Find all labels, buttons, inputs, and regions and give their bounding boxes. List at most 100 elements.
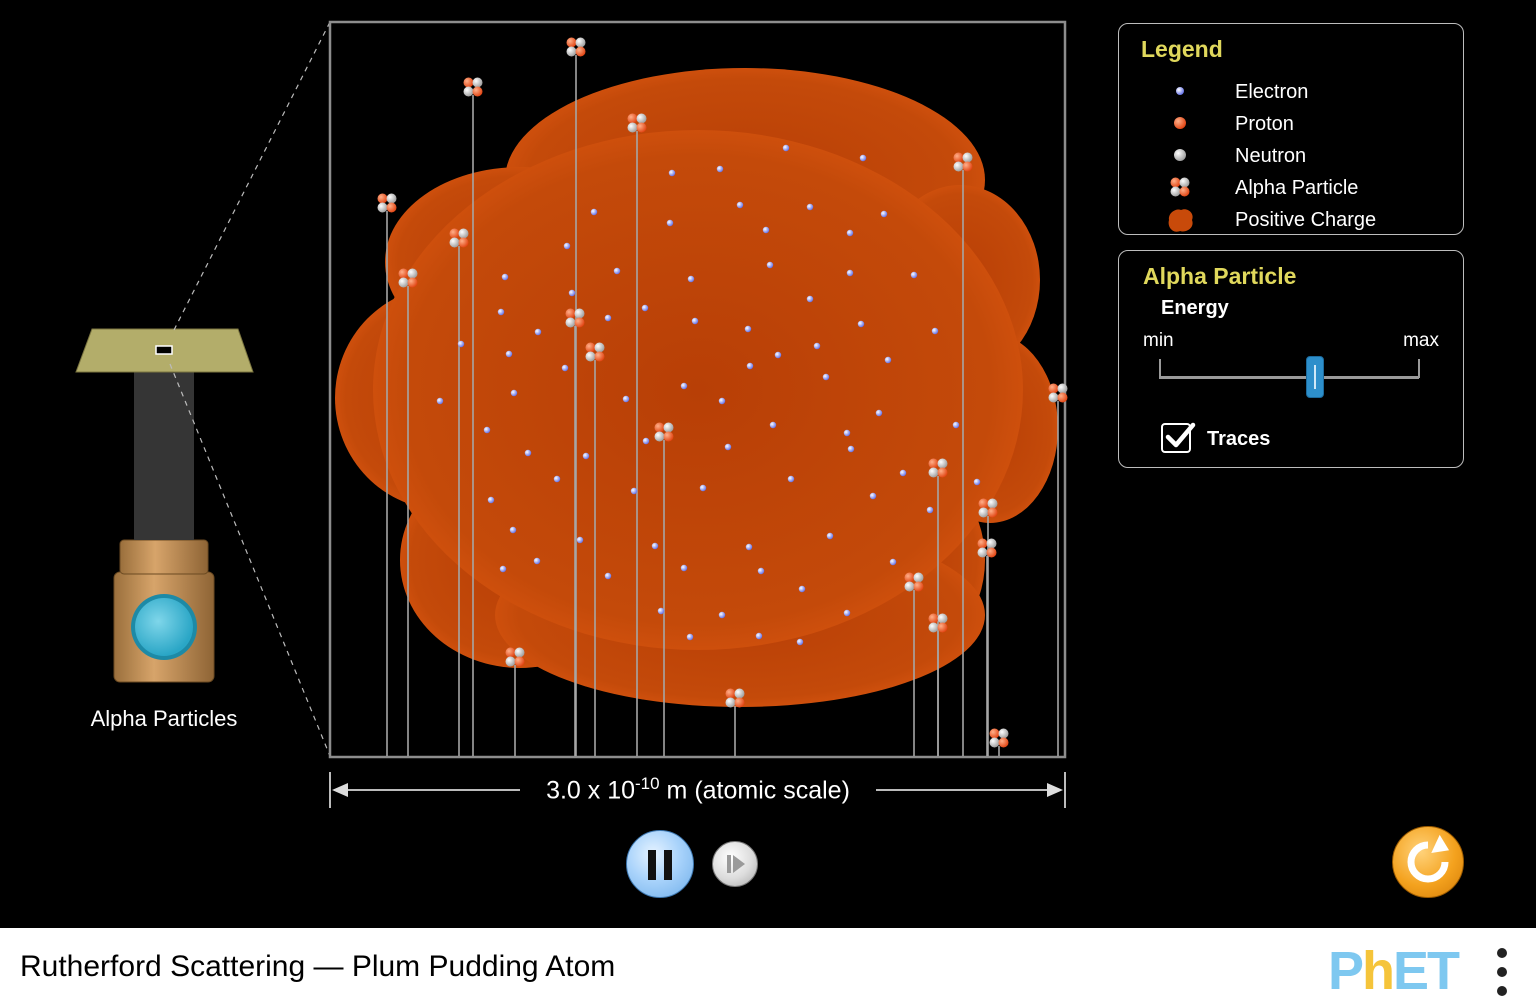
electron [798, 585, 806, 593]
electron [766, 261, 774, 269]
electron [666, 219, 674, 227]
electron [622, 395, 630, 403]
electron [576, 536, 584, 544]
energy-min-label: min [1143, 330, 1174, 351]
step-forward-button[interactable] [712, 841, 758, 887]
electron [691, 317, 699, 325]
phet-menu-button[interactable] [1492, 946, 1512, 998]
energy-slider-track[interactable] [1159, 376, 1419, 379]
electron [680, 564, 688, 572]
electron [869, 492, 877, 500]
legend-panel: Legend Electron Proton Neutron Alpha Par… [1118, 23, 1464, 235]
energy-max-label: max [1403, 330, 1439, 351]
scale-label: 3.0 x 10-10 m (atomic scale) [520, 774, 876, 806]
reset-icon [1407, 834, 1450, 883]
electron [533, 557, 541, 565]
electron [926, 506, 934, 514]
electron [782, 144, 790, 152]
neutron-icon [1174, 149, 1186, 161]
positive-charge-icon [1168, 209, 1193, 232]
alpha-traces [386, 55, 1059, 756]
electrons [436, 144, 981, 646]
electron [875, 409, 883, 417]
electron [716, 165, 724, 173]
proton-icon [1174, 117, 1186, 129]
electron [668, 169, 676, 177]
electron [436, 397, 444, 405]
electron [787, 475, 795, 483]
electron [889, 558, 897, 566]
electron [952, 421, 960, 429]
energy-slider-min-tick [1159, 359, 1161, 378]
electron [604, 314, 612, 322]
electron [718, 397, 726, 405]
electron [899, 469, 907, 477]
electron [680, 382, 688, 390]
electron [973, 478, 981, 486]
traces-checkbox[interactable] [1161, 422, 1196, 453]
electron [568, 289, 576, 297]
simulation-area: Alpha Particles 3.0 x 10-10 m (atomic sc… [75, 20, 1464, 898]
electron [826, 532, 834, 540]
phet-logo[interactable]: PhET [1328, 941, 1460, 1001]
electron [744, 325, 752, 333]
electron [755, 632, 763, 640]
electron [806, 295, 814, 303]
electron [859, 154, 867, 162]
legend-item-proton: Proton [1119, 110, 1459, 140]
electron [563, 242, 571, 250]
electron [509, 526, 517, 534]
electron [796, 638, 804, 646]
electron [510, 389, 518, 397]
electron [590, 208, 598, 216]
electron [582, 452, 590, 460]
electron [843, 609, 851, 617]
electron [857, 320, 865, 328]
electron [884, 356, 892, 364]
electron [699, 484, 707, 492]
electron [806, 203, 814, 211]
sim-title: Rutherford Scattering — Plum Pudding Ato… [20, 950, 616, 983]
legend-item-positive-charge: Positive Charge [1119, 206, 1459, 236]
electron [561, 364, 569, 372]
positive-charge-cloud [335, 68, 1058, 707]
electron [846, 229, 854, 237]
energy-slider-thumb[interactable] [1306, 356, 1324, 398]
electron [746, 362, 754, 370]
reset-all-button[interactable] [1392, 826, 1464, 898]
electron [642, 437, 650, 445]
electron [487, 496, 495, 504]
pause-icon-bar-right [664, 850, 672, 880]
zoom-line-bottom [169, 363, 331, 757]
alpha-particle-panel: Alpha Particle Energy min max Traces [1118, 250, 1464, 468]
electron [457, 340, 465, 348]
pause-button[interactable] [626, 830, 694, 898]
electron [505, 350, 513, 358]
alpha-gun [75, 328, 254, 683]
electron [931, 327, 939, 335]
electron [604, 572, 612, 580]
electron [499, 565, 507, 573]
traces-label: Traces [1207, 428, 1271, 450]
electron [745, 543, 753, 551]
electron [736, 201, 744, 209]
electron [687, 275, 695, 283]
electron [686, 633, 694, 641]
navigation-bar: Rutherford Scattering — Plum Pudding Ato… [0, 928, 1536, 1008]
electron [724, 443, 732, 451]
electron [718, 611, 726, 619]
electron-icon [1176, 87, 1184, 95]
zoom-line-top [173, 21, 331, 331]
energy-label: Energy [1161, 297, 1229, 319]
electron [651, 542, 659, 550]
legend-title: Legend [1141, 36, 1223, 62]
electron [553, 475, 561, 483]
atom-view [75, 20, 1068, 808]
step-forward-icon [727, 855, 745, 873]
electron [774, 351, 782, 359]
legend-item-electron: Electron [1119, 78, 1459, 108]
electron [847, 445, 855, 453]
electron [910, 271, 918, 279]
electron [843, 429, 851, 437]
alpha-particle-icon [1170, 177, 1190, 197]
